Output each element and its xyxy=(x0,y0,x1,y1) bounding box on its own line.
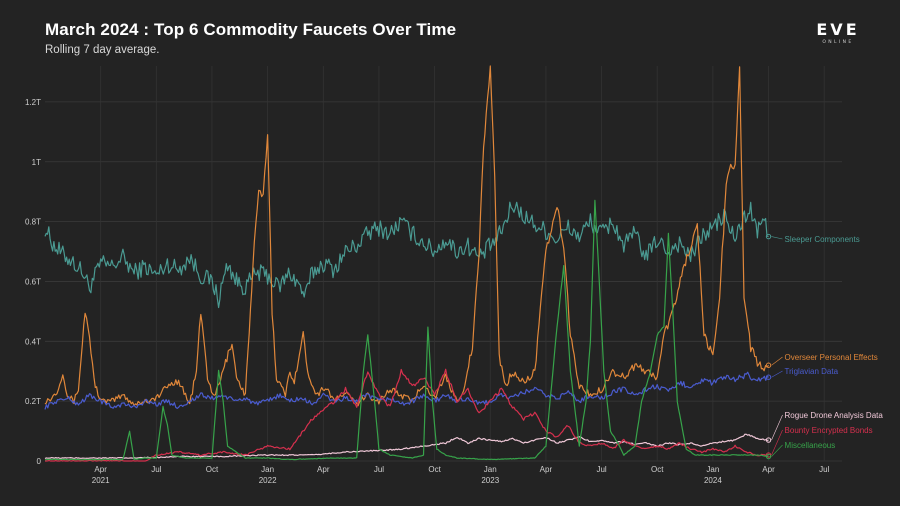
x-tick-label: Oct xyxy=(428,465,441,474)
series-label-leader xyxy=(771,429,783,456)
series-line xyxy=(44,371,769,410)
chart-title: March 2024 : Top 6 Commodity Faucets Ove… xyxy=(45,20,457,39)
x-tick-year-label: 2022 xyxy=(259,476,277,485)
x-tick-label: Jan xyxy=(706,465,719,474)
y-tick-label: 1T xyxy=(32,158,41,167)
series-labels: Sleeper Components Overseer Personal Effe… xyxy=(771,235,884,457)
series-label-leader xyxy=(771,370,783,378)
series-label: Triglavian Data xyxy=(785,367,839,376)
y-tick-label: 0 xyxy=(37,457,42,466)
y-tick-label: 0.4T xyxy=(25,337,41,346)
x-tick-label: Jan xyxy=(261,465,274,474)
chart-subtitle: Rolling 7 day average. xyxy=(45,44,160,56)
eve-online-logo: EVE ONLINE xyxy=(810,20,866,46)
x-tick-label: Jul xyxy=(374,465,384,474)
x-tick-label: Apr xyxy=(317,465,330,474)
series-end-marker xyxy=(765,374,772,380)
logo-subtitle: ONLINE xyxy=(822,40,854,45)
series-label: Bounty Encrypted Bonds xyxy=(785,426,873,435)
x-tick-label: Jul xyxy=(596,465,606,474)
axis-labels: 0 0.2T 0.4T 0.6T 0.8T 1T 1.2T Apr 2021 Jul Oct Jan 2… xyxy=(25,98,830,485)
series-label-leader xyxy=(771,236,783,240)
series-label: Miscellaneous xyxy=(785,441,836,450)
x-tick-year-label: 2024 xyxy=(704,476,722,485)
series-line xyxy=(44,65,769,407)
series-end-marker xyxy=(765,233,772,240)
series-label-leader xyxy=(771,414,783,441)
series-label: Overseer Personal Effects xyxy=(785,353,878,362)
series-label: Sleeper Components xyxy=(785,235,860,244)
series-end-marker xyxy=(765,437,772,443)
x-tick-label: Oct xyxy=(206,465,219,474)
x-tick-label: Apr xyxy=(540,465,553,474)
x-tick-label: Jul xyxy=(819,465,829,474)
series-line xyxy=(45,368,769,462)
series-label-leader xyxy=(771,444,783,457)
x-tick-label: Jul xyxy=(151,465,161,474)
y-tick-label: 0.2T xyxy=(25,397,41,406)
series-lines xyxy=(44,65,772,462)
logo-wordmark: EVE xyxy=(816,20,860,39)
y-tick-label: 1.2T xyxy=(25,98,41,107)
series-line xyxy=(44,199,769,461)
x-tick-label: Apr xyxy=(762,465,775,474)
series-label: Rogue Drone Analysis Data xyxy=(785,411,884,420)
series-line xyxy=(44,433,769,460)
y-tick-label: 0.8T xyxy=(25,218,41,227)
grid-lines xyxy=(45,66,842,462)
series-end-marker xyxy=(765,453,772,460)
x-tick-label: Oct xyxy=(651,465,664,474)
x-tick-year-label: 2021 xyxy=(92,476,110,485)
series-end-marker xyxy=(765,362,772,368)
x-tick-label: Apr xyxy=(94,465,107,474)
series-label-leader xyxy=(771,356,783,366)
series-line xyxy=(44,201,769,309)
x-tick-label: Jan xyxy=(484,465,497,474)
y-tick-label: 0.6T xyxy=(25,277,41,286)
x-tick-year-label: 2023 xyxy=(481,476,499,485)
